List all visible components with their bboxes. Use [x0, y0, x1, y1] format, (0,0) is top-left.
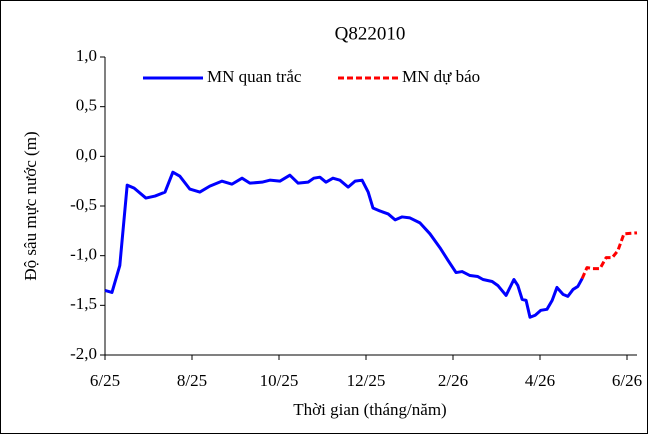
y-tick-label: -1,5	[70, 294, 97, 313]
y-tick-label: 0,5	[76, 96, 97, 115]
legend-label: MN quan trắc	[207, 67, 302, 86]
x-axis-label: Thời gian (tháng/năm)	[293, 400, 446, 419]
series-line	[580, 231, 638, 280]
y-tick-label: 0,0	[76, 145, 97, 164]
x-tick-label: 2/26	[438, 371, 468, 390]
x-tick-label: 8/25	[177, 371, 207, 390]
x-tick-label: 4/26	[525, 371, 555, 390]
y-tick-label: -1,0	[70, 245, 97, 264]
x-tick-label: 12/25	[347, 371, 386, 390]
x-tick-label: 6/25	[90, 371, 120, 390]
x-tick-label: 10/25	[260, 371, 299, 390]
y-tick-label: 1,0	[76, 46, 97, 65]
series-line	[104, 170, 584, 319]
y-axis-label: Độ sâu mực nước (m)	[21, 131, 40, 280]
x-tick-label: 6/26	[612, 371, 642, 390]
y-tick-label: -0,5	[70, 195, 97, 214]
chart-title: Q822010	[335, 23, 406, 44]
legend-label: MN dự báo	[402, 67, 480, 86]
y-tick-label: -2,0	[70, 344, 97, 363]
